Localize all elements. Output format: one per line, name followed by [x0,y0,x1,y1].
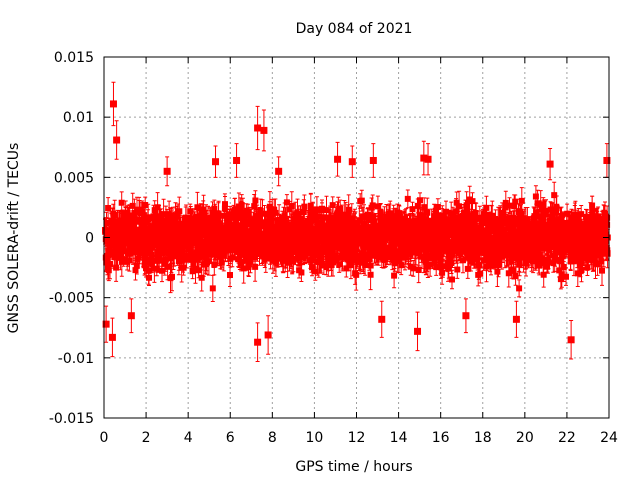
x-tick-label: 4 [184,430,193,446]
point-marker [567,336,575,344]
x-axis-title: GPS time / hours [295,459,412,475]
point-marker [424,155,432,163]
data-point [260,109,268,152]
point-marker [254,338,262,346]
y-tick-label: 0 [85,231,94,247]
point-marker [369,156,377,164]
data-point [512,300,520,338]
y-tick-label: 0.015 [54,50,94,66]
data-point [369,143,377,178]
x-tick-label: 18 [474,430,492,446]
data-point [102,305,110,343]
x-tick-label: 22 [558,430,576,446]
x-tick-label: 2 [142,430,151,446]
point-marker [378,315,386,323]
x-tick-label: 24 [600,430,618,446]
x-tick-label: 16 [432,430,450,446]
x-tick-label: 10 [306,430,324,446]
point-marker [275,167,283,175]
point-marker [512,315,520,323]
y-tick-label: 0.005 [54,170,94,186]
data-point [254,322,262,362]
data-point [264,315,272,355]
y-tick-label: -0.015 [49,411,94,427]
point-marker [348,158,356,166]
y-axis: -0.015 -0.01 -0.005 0 0.005 0.01 0.015 [49,50,609,427]
data-point [108,317,116,358]
data-point [348,145,356,178]
y-tick-label: 0.01 [63,110,94,126]
y-tick-label: -0.005 [49,291,94,307]
data-series [102,81,611,362]
x-tick-label: 12 [348,430,366,446]
point-marker [233,156,241,164]
point-marker [603,156,611,164]
x-tick-label: 0 [100,430,109,446]
point-marker [260,126,268,134]
point-marker [462,312,470,320]
data-point [414,311,422,352]
point-marker [546,160,554,168]
data-point [334,141,342,177]
point-marker [163,167,171,175]
data-point [420,140,428,176]
data-point [113,120,121,160]
data-point [567,320,575,360]
point-marker [109,100,117,108]
x-axis: 0 2 4 6 8 10 12 14 16 18 20 22 24 [100,57,618,446]
point-marker [108,333,116,341]
data-point [546,147,554,181]
y-tick-label: -0.01 [58,351,94,367]
y-axis-title: GNSS SOLERA-drift / TECUs [6,143,22,334]
data-point [378,300,386,338]
point-marker [113,136,121,144]
point-marker [254,124,262,132]
point-marker [212,158,220,166]
data-point [254,105,262,151]
x-tick-label: 8 [268,430,277,446]
point-marker [420,154,428,162]
data-point [462,298,470,334]
data-point [424,143,432,176]
data-point [127,298,135,334]
data-point [212,145,220,178]
point-marker [102,320,110,328]
x-tick-label: 20 [516,430,534,446]
data-point [109,81,117,127]
point-marker [414,327,422,335]
chart-title: Day 084 of 2021 [296,21,413,37]
data-cloud [102,181,611,302]
data-point [275,156,283,187]
data-point [233,143,241,178]
point-marker [127,312,135,320]
x-tick-label: 14 [390,430,408,446]
data-point-markers [102,192,611,292]
data-point [163,156,171,187]
point-marker [334,155,342,163]
x-tick-label: 6 [226,430,235,446]
point-marker [264,331,272,339]
